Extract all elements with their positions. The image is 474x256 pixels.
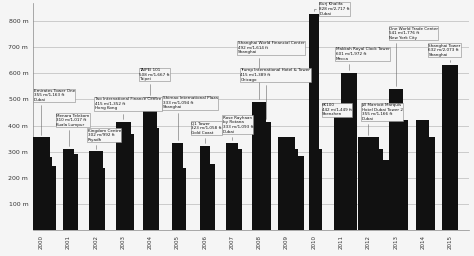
Bar	[341, 73, 357, 230]
Text: Shanghai Tower
632 m/2,073 ft
Shanghai: Shanghai Tower 632 m/2,073 ft Shanghai	[428, 44, 461, 62]
Text: Two International Finance Centre
415 m/1,352 ft
Hong Kong: Two International Finance Centre 415 m/1…	[94, 97, 162, 119]
Bar	[416, 120, 429, 230]
Bar	[235, 149, 242, 230]
Bar	[317, 149, 322, 230]
Text: Makkah Royal Clock Tower
601 m/1,972 ft
Mecca: Makkah Royal Clock Tower 601 m/1,972 ft …	[336, 48, 390, 70]
Bar	[425, 137, 435, 230]
Bar	[89, 151, 103, 230]
Bar	[70, 154, 78, 230]
Bar	[261, 122, 272, 230]
Text: KK100
442 m/1,449 ft
Shenzhen: KK100 442 m/1,449 ft Shenzhen	[322, 103, 352, 116]
Text: Shimao International Plaza
333 m/1,094 ft
Shanghai: Shimao International Plaza 333 m/1,094 f…	[163, 96, 218, 140]
Text: Q1 Tower
323 m/1,058 ft
Gold Coast: Q1 Tower 323 m/1,058 ft Gold Coast	[191, 122, 222, 143]
Bar	[278, 137, 295, 230]
Text: Shanghai World Financial Center
492 m/1,614 ft
Shanghai: Shanghai World Financial Center 492 m/1,…	[237, 41, 304, 99]
Text: One World Trade Center
541 m/1,776 ft
New York City: One World Trade Center 541 m/1,776 ft Ne…	[389, 27, 438, 86]
Text: TAIPEI 101
508 m/1,667 ft
Taipei: TAIPEI 101 508 m/1,667 ft Taipei	[139, 68, 170, 94]
Bar	[143, 97, 157, 230]
Bar	[207, 164, 215, 230]
Text: Emirates Tower One
355 m/1,163 ft
Dubai: Emirates Tower One 355 m/1,163 ft Dubai	[34, 89, 75, 135]
Bar	[389, 89, 403, 230]
Text: Kingdom Centre
302 m/992 ft
Riyadh: Kingdom Centre 302 m/992 ft Riyadh	[88, 129, 121, 148]
Bar	[153, 128, 158, 230]
Text: Trump International Hotel & Tower
415 m/1,389 ft
Chicago: Trump International Hotel & Tower 415 m/…	[240, 68, 310, 119]
Bar	[371, 149, 383, 230]
Bar	[200, 146, 210, 230]
Bar	[309, 14, 319, 230]
Bar	[172, 143, 183, 230]
Bar	[116, 122, 131, 230]
Text: Menara Telekom
310 m/1,017 ft
Kuala Lumpur: Menara Telekom 310 m/1,017 ft Kuala Lump…	[56, 114, 90, 146]
Bar	[64, 149, 74, 230]
Bar	[100, 167, 105, 230]
Bar	[358, 137, 379, 230]
Bar	[297, 156, 304, 230]
Text: Rose Rayhaan
by Rotana
333 m/1,093 ft
Dubai: Rose Rayhaan by Rotana 333 m/1,093 ft Du…	[223, 116, 253, 141]
Bar	[126, 133, 134, 230]
Text: Burj Khalifa
828 m/2,717 ft
Dubai: Burj Khalifa 828 m/2,717 ft Dubai	[314, 3, 350, 16]
Text: JW Marriott Marquis
Hotel Dubai Tower 2
355 m/1,166 ft
Dubai: JW Marriott Marquis Hotel Dubai Tower 2 …	[362, 103, 402, 135]
Bar	[51, 166, 56, 230]
Bar	[33, 137, 49, 230]
Bar	[380, 160, 390, 230]
Bar	[252, 102, 266, 230]
Bar	[45, 157, 52, 230]
Bar	[442, 65, 458, 230]
Bar	[227, 143, 238, 230]
Bar	[289, 149, 298, 230]
Bar	[334, 115, 348, 230]
Bar	[180, 167, 186, 230]
Bar	[397, 120, 408, 230]
